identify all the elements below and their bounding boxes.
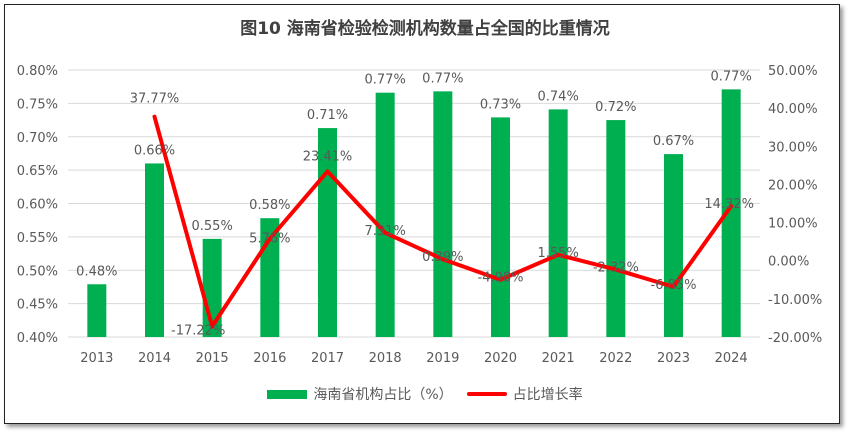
bar bbox=[606, 120, 626, 337]
x-axis-tick: 2023 bbox=[657, 351, 690, 366]
bar bbox=[721, 89, 741, 337]
legend-line-label: 占比增长率 bbox=[512, 387, 583, 403]
bar bbox=[548, 109, 568, 337]
left-axis-tick: 0.40% bbox=[17, 331, 58, 346]
left-axis-tick: 0.50% bbox=[17, 264, 58, 279]
left-axis-tick: 0.75% bbox=[17, 97, 58, 112]
line-data-label: -6.85% bbox=[651, 278, 697, 293]
x-axis-tick: 2020 bbox=[484, 351, 517, 366]
line-data-label: -2.32% bbox=[593, 261, 639, 276]
left-axis-tick: 0.55% bbox=[17, 231, 58, 246]
bar-data-label: 0.72% bbox=[595, 100, 636, 115]
chart-title: 图10 海南省检验检测机构数量占全国的比重情况 bbox=[240, 19, 610, 39]
line-data-label: 7.31% bbox=[365, 224, 406, 239]
right-axis-tick: -10.00% bbox=[768, 293, 822, 308]
bar bbox=[375, 92, 395, 337]
x-axis-tick: 2024 bbox=[715, 351, 748, 366]
legend-bar-label: 海南省机构占比（%） bbox=[313, 387, 453, 403]
x-axis-tick: 2016 bbox=[253, 351, 286, 366]
right-axis-tick: 50.00% bbox=[768, 64, 818, 79]
line-data-label: 5.76% bbox=[249, 232, 290, 247]
right-axis-tick: 40.00% bbox=[768, 102, 818, 117]
bar bbox=[433, 91, 453, 337]
bar-data-label: 0.77% bbox=[422, 71, 463, 86]
line-data-label: 37.77% bbox=[130, 92, 180, 107]
x-axis-tick: 2022 bbox=[599, 351, 632, 366]
right-axis-tick: 20.00% bbox=[768, 178, 818, 193]
bar bbox=[318, 128, 337, 337]
line-data-label: 0.39% bbox=[422, 250, 463, 265]
line-data-label: -17.22% bbox=[171, 323, 225, 338]
bar bbox=[145, 163, 164, 337]
left-axis-tick: 0.45% bbox=[17, 298, 58, 313]
x-axis-tick: 2013 bbox=[80, 351, 113, 366]
legend-bar-swatch bbox=[267, 389, 308, 399]
line-data-label: 1.55% bbox=[538, 246, 579, 261]
bar-data-label: 0.67% bbox=[653, 134, 694, 149]
bar-data-label: 0.73% bbox=[480, 97, 521, 112]
x-axis-tick: 2015 bbox=[196, 351, 229, 366]
bar-data-label: 0.48% bbox=[76, 264, 117, 279]
x-axis-tick: 2019 bbox=[426, 351, 459, 366]
bar-data-label: 0.77% bbox=[711, 69, 752, 84]
x-axis-tick: 2014 bbox=[138, 351, 171, 366]
bar-data-label: 0.77% bbox=[365, 73, 406, 88]
bar-data-label: 0.74% bbox=[538, 89, 579, 104]
line-data-label: -4.98% bbox=[478, 271, 524, 286]
left-axis-tick: 0.70% bbox=[17, 131, 58, 146]
right-axis-tick: 0.00% bbox=[768, 255, 809, 270]
bar-data-label: 0.71% bbox=[307, 108, 348, 123]
bar-data-label: 0.58% bbox=[249, 198, 290, 213]
bar bbox=[664, 154, 683, 337]
growth-line bbox=[152, 114, 734, 329]
left-axis-tick: 0.65% bbox=[17, 164, 58, 179]
left-axis-tick: 0.60% bbox=[17, 198, 58, 213]
bar-data-label: 0.55% bbox=[192, 219, 233, 234]
line-data-label: 23.41% bbox=[303, 149, 353, 164]
chart-frame bbox=[4, 4, 840, 424]
bar-data-label: 0.66% bbox=[134, 143, 175, 158]
bar bbox=[491, 117, 510, 337]
right-axis-tick: -20.00% bbox=[768, 331, 822, 346]
x-axis-tick: 2018 bbox=[369, 351, 402, 366]
right-axis-tick: 30.00% bbox=[768, 140, 818, 155]
left-axis-tick: 0.80% bbox=[17, 64, 58, 79]
legend: 海南省机构占比（%） 占比增长率 bbox=[0, 384, 850, 404]
right-axis-tick: 10.00% bbox=[768, 217, 818, 232]
legend-line-swatch bbox=[466, 392, 507, 396]
x-axis-tick: 2021 bbox=[542, 351, 575, 366]
x-axis-tick: 2017 bbox=[311, 351, 344, 366]
line-data-label: 14.32% bbox=[704, 197, 754, 212]
bar bbox=[87, 284, 107, 337]
